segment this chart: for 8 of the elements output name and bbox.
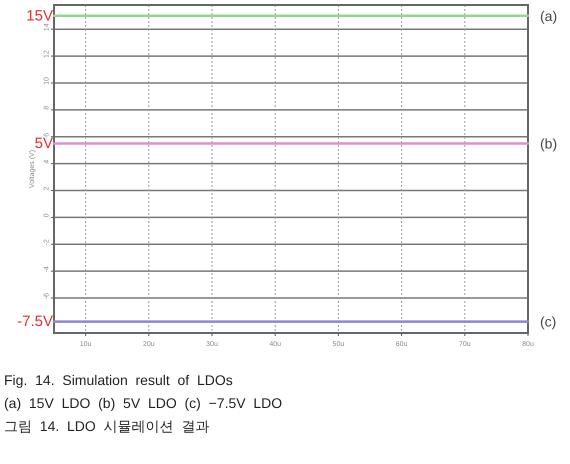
text: (a) 15V LDO (b) 5V LDO (c) −7.5V LDO [4, 395, 282, 411]
text: 15V [26, 7, 53, 24]
caption: Fig. 14. Simulation result of LDOs [4, 372, 233, 388]
caption: 그림 14. LDO 시뮬레이션 결과 [4, 418, 210, 434]
series-label: (c) [540, 314, 556, 330]
series-label: (b) [540, 135, 558, 152]
series-label: (a) [540, 8, 558, 24]
text: -7.5V [17, 313, 53, 330]
